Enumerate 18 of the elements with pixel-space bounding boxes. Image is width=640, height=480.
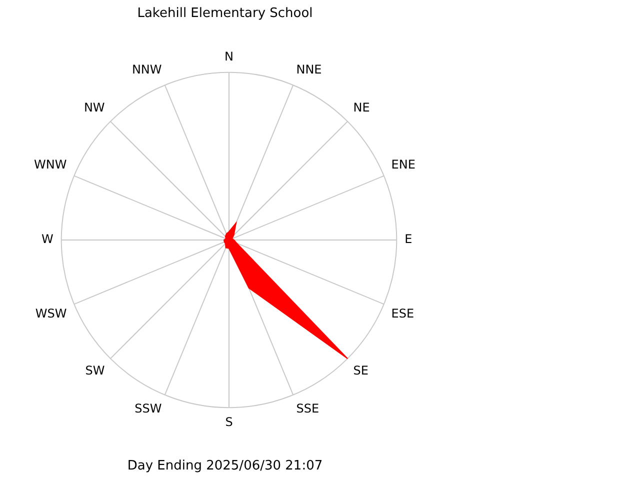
spoke-label: E xyxy=(404,232,412,246)
spoke-label: N xyxy=(224,49,234,64)
spoke-label: SE xyxy=(353,364,368,378)
spoke-label: SSW xyxy=(134,402,162,416)
spoke-label: SSE xyxy=(296,402,320,416)
text: Day Ending 2025/06/30 21:07 xyxy=(127,458,323,474)
chart-title: Lakehill Elementary School xyxy=(137,6,313,22)
spoke-label: W xyxy=(41,232,54,246)
spoke-label: NNW xyxy=(132,62,162,77)
spoke-label: SW xyxy=(85,364,105,378)
spoke-label: ESE xyxy=(391,306,414,321)
spoke-label: ENE xyxy=(391,158,416,172)
spoke-label: NE xyxy=(353,100,370,115)
spoke-label: WNW xyxy=(34,158,67,172)
spoke-label: NNE xyxy=(296,62,322,77)
spoke-label: WSW xyxy=(35,306,67,321)
spoke-label: S xyxy=(225,414,233,429)
spoke-label: NW xyxy=(84,100,105,115)
